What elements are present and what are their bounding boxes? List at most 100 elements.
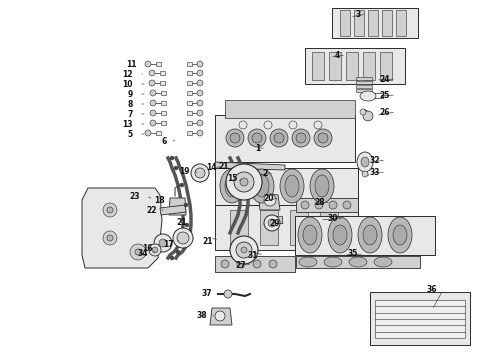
Text: 3: 3 (356, 9, 361, 18)
Circle shape (215, 311, 225, 321)
Ellipse shape (220, 169, 244, 203)
Polygon shape (215, 115, 355, 162)
Bar (272, 216, 282, 223)
Text: 16: 16 (143, 243, 153, 252)
Text: 31: 31 (247, 251, 258, 260)
Ellipse shape (333, 225, 347, 245)
Ellipse shape (255, 175, 269, 197)
Circle shape (224, 290, 232, 298)
Ellipse shape (363, 225, 377, 245)
Polygon shape (382, 10, 392, 36)
Text: 1: 1 (255, 144, 260, 153)
Text: 8: 8 (127, 99, 133, 108)
Ellipse shape (280, 169, 304, 203)
Polygon shape (215, 162, 285, 170)
Circle shape (197, 80, 203, 86)
Circle shape (191, 164, 209, 182)
Bar (375, 93, 383, 98)
Circle shape (315, 201, 323, 209)
Text: 37: 37 (201, 289, 212, 298)
Ellipse shape (298, 217, 322, 253)
Circle shape (264, 194, 276, 206)
Bar (187, 71, 192, 75)
Circle shape (237, 260, 245, 268)
Circle shape (240, 178, 248, 186)
Text: 33: 33 (369, 167, 380, 176)
Ellipse shape (361, 157, 369, 167)
Polygon shape (370, 292, 470, 345)
Polygon shape (215, 168, 358, 205)
Bar (187, 62, 192, 66)
Circle shape (149, 80, 155, 86)
Polygon shape (305, 48, 405, 84)
Bar (356, 77, 372, 80)
Polygon shape (340, 10, 350, 36)
Circle shape (314, 121, 322, 129)
Text: 32: 32 (369, 156, 380, 165)
Text: 2: 2 (263, 168, 268, 177)
Bar (160, 81, 165, 85)
Text: 38: 38 (196, 311, 207, 320)
Circle shape (289, 121, 297, 129)
Text: 35: 35 (347, 249, 358, 258)
Text: 28: 28 (315, 198, 325, 207)
Ellipse shape (184, 203, 188, 207)
Text: 25: 25 (380, 90, 390, 99)
Circle shape (159, 239, 167, 247)
Ellipse shape (310, 169, 334, 203)
Polygon shape (380, 52, 392, 80)
Text: 11: 11 (126, 59, 137, 68)
Text: 36: 36 (426, 285, 437, 294)
Text: 22: 22 (147, 206, 157, 215)
Bar (161, 91, 166, 95)
Text: 5: 5 (128, 130, 133, 139)
Text: 27: 27 (235, 261, 246, 270)
Text: 13: 13 (122, 120, 133, 129)
Bar (187, 111, 192, 115)
Circle shape (130, 244, 146, 260)
Text: 18: 18 (154, 195, 165, 204)
Polygon shape (346, 52, 358, 80)
Polygon shape (258, 192, 280, 210)
Circle shape (221, 260, 229, 268)
Text: 21: 21 (176, 217, 187, 226)
Circle shape (197, 90, 203, 96)
Polygon shape (295, 216, 435, 255)
Bar (375, 300, 465, 338)
Bar (187, 131, 192, 135)
Ellipse shape (176, 250, 180, 254)
Circle shape (264, 121, 272, 129)
Text: 26: 26 (379, 108, 390, 117)
Circle shape (230, 236, 258, 264)
Ellipse shape (250, 169, 274, 203)
Ellipse shape (225, 175, 239, 197)
Circle shape (197, 130, 203, 136)
Circle shape (239, 121, 247, 129)
Polygon shape (160, 205, 186, 215)
Circle shape (252, 133, 262, 143)
Bar (160, 71, 165, 75)
Circle shape (197, 110, 203, 116)
Bar (161, 101, 166, 105)
Bar (260, 210, 278, 245)
Circle shape (234, 172, 254, 192)
Bar (290, 210, 308, 245)
Ellipse shape (360, 91, 376, 101)
Text: 21: 21 (202, 237, 213, 246)
Text: 15: 15 (228, 174, 238, 183)
Circle shape (149, 244, 161, 256)
Circle shape (269, 260, 277, 268)
Ellipse shape (174, 166, 178, 170)
Text: 19: 19 (179, 166, 190, 176)
Bar (161, 111, 166, 115)
Circle shape (173, 228, 193, 248)
Polygon shape (215, 256, 295, 272)
Ellipse shape (180, 183, 184, 187)
Circle shape (230, 133, 240, 143)
Circle shape (150, 110, 156, 116)
Circle shape (253, 260, 261, 268)
Bar (156, 131, 161, 135)
Polygon shape (225, 100, 355, 118)
Bar (356, 89, 372, 92)
Circle shape (226, 129, 244, 147)
